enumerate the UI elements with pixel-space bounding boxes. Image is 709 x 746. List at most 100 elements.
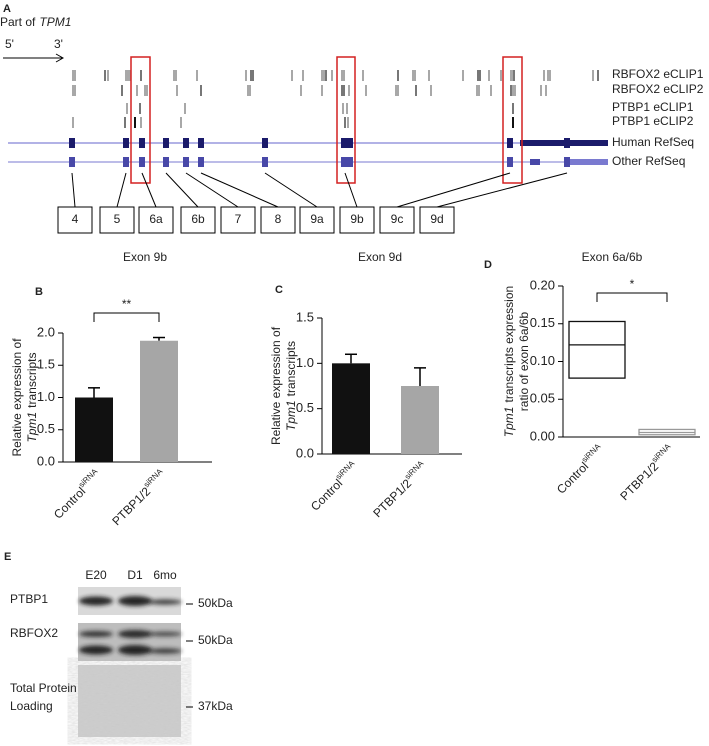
clip-peak — [331, 70, 333, 81]
blot-band — [79, 596, 113, 606]
bar — [75, 397, 113, 462]
clip-peak — [72, 117, 74, 128]
clip-peak — [129, 70, 131, 81]
exon-box — [220, 206, 256, 234]
clip-peak — [139, 103, 141, 114]
marker-label: 50kDa — [198, 596, 233, 610]
x-tick-label: ControlsiRNA — [50, 467, 105, 522]
clip-peak — [510, 70, 514, 81]
clip-peak — [125, 70, 129, 81]
category-sup: siRNA — [650, 442, 673, 465]
clip-peak — [592, 70, 594, 81]
y-label-text: Relative expression of — [269, 326, 283, 445]
exon-connector — [200, 172, 279, 208]
refseq-exon — [341, 138, 353, 148]
y-tick-label: 1.5 — [37, 357, 55, 372]
clip-peak — [512, 117, 514, 128]
refseq-utr — [570, 159, 608, 165]
significance-bracket — [596, 292, 668, 302]
clip-peak — [430, 85, 432, 96]
track-label: Other RefSeq — [612, 154, 685, 168]
category: Control — [554, 459, 591, 496]
y-tick-label: 1.0 — [37, 389, 55, 404]
clip-peak — [136, 85, 138, 96]
exon-box — [180, 206, 216, 234]
blot-band — [148, 599, 182, 605]
category-sup: siRNA — [403, 459, 426, 482]
exon-connector — [71, 172, 76, 208]
blot-texture — [78, 665, 181, 737]
clip-peak — [513, 70, 515, 81]
track-label: RBFOX2 eCLIP2 — [612, 82, 704, 96]
exon-label: 9d — [430, 212, 443, 226]
clip-peak — [346, 103, 348, 114]
blot-band — [118, 596, 152, 606]
clip-peak — [510, 85, 512, 96]
clip-peak — [395, 85, 399, 96]
refseq-exon — [262, 138, 268, 148]
y-label-text: Relative expression of — [10, 338, 24, 457]
y-axis-label: Tpm1 transcripts expression — [502, 286, 516, 437]
panel-label: B — [35, 286, 43, 298]
y-axis-label: Tpm1 transcripts — [284, 341, 298, 431]
exon-box — [419, 206, 455, 234]
blot-band — [79, 630, 113, 638]
clip-peak — [597, 70, 599, 81]
clip-peak — [140, 70, 142, 81]
exon-label: 9b — [350, 212, 364, 226]
exon-label: 5 — [114, 212, 121, 226]
panel-title: Part of TPM1 — [0, 15, 71, 29]
blot-band — [118, 629, 152, 639]
category: PTBP1/2 — [109, 484, 153, 528]
panel-label: A — [3, 3, 11, 15]
clip-peak — [341, 85, 345, 96]
clip-peak — [462, 70, 464, 81]
track-label: Human RefSeq — [612, 135, 694, 149]
y-tick-label: 0.5 — [37, 421, 55, 436]
blot-band — [148, 631, 182, 637]
y-tick-label: 0.0 — [37, 453, 55, 468]
five-prime: 5' — [5, 37, 14, 51]
clip-peak — [348, 85, 350, 96]
row-label: PTBP1 — [10, 592, 48, 606]
y-tick-label: 1.5 — [296, 309, 314, 324]
clip-peak — [184, 103, 186, 114]
panel-label: D — [484, 259, 492, 271]
y-label-text: transcripts expression — [502, 286, 516, 403]
clip-peak — [365, 85, 367, 96]
refseq-exon — [123, 138, 129, 148]
marker-label: 37kDa — [198, 699, 233, 713]
blot-band — [79, 645, 113, 655]
clip-peak — [397, 70, 399, 81]
chart-title: Exon 9b — [123, 250, 167, 264]
exon-connector — [141, 172, 157, 208]
category: Control — [51, 484, 88, 521]
exon-box — [379, 206, 415, 234]
refseq-utr — [520, 140, 608, 146]
row-label: Total Protein — [10, 681, 77, 695]
clip-peak — [121, 85, 123, 96]
clip-peak — [476, 85, 480, 96]
clip-peak — [196, 70, 198, 81]
exon-connector — [264, 172, 318, 208]
y-tick-label: 0.5 — [296, 400, 314, 415]
y-tick-label: 0.0 — [296, 445, 314, 460]
marker-label: 50kDa — [198, 633, 233, 647]
clip-peak — [134, 117, 136, 128]
exon-connector — [165, 172, 199, 208]
clip-peak — [300, 85, 302, 96]
title-gene: TPM1 — [39, 15, 71, 29]
exon-label: 9c — [391, 212, 404, 226]
exon-connector — [344, 172, 358, 208]
lane-label: 6mo — [153, 568, 177, 582]
exon-connector — [185, 172, 239, 208]
clip-peak — [321, 70, 325, 81]
exon-box — [138, 206, 174, 234]
clip-peak — [500, 70, 502, 81]
highlight-box — [502, 56, 523, 184]
exon-connector — [396, 172, 511, 208]
refseq-exon — [341, 157, 353, 167]
refseq-exon — [139, 157, 145, 167]
